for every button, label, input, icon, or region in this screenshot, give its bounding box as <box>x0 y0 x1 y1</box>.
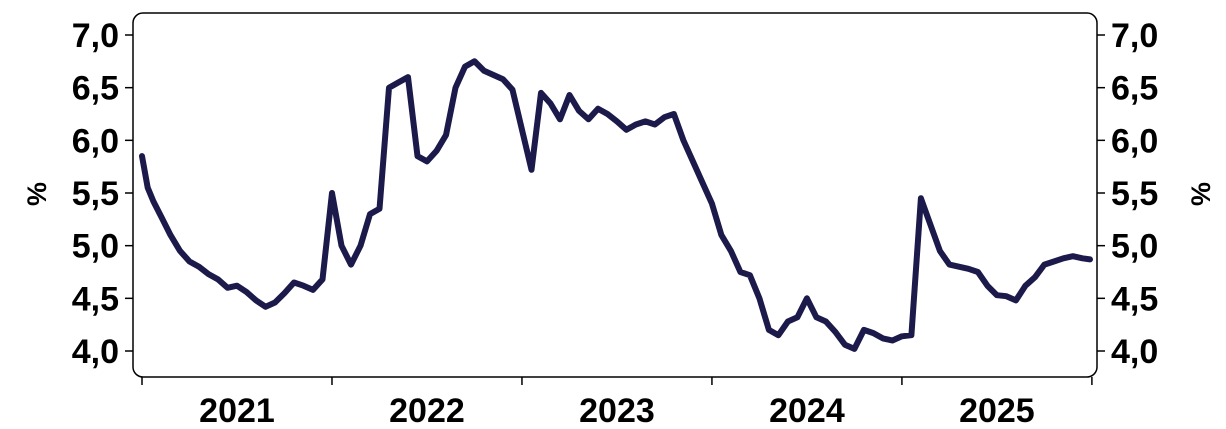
y-tick-label-left: 6,0 <box>72 122 119 160</box>
y-tick-label-right: 4,5 <box>1111 280 1158 318</box>
x-tick-label: 2021 <box>199 392 275 429</box>
x-axis: 2021 2022 2023 2024 2025 <box>141 377 1093 429</box>
y-tick-label-left: 6,5 <box>72 70 119 108</box>
plot-area-frame <box>132 12 1098 378</box>
y-axis-left: 4,0 4,5 5,0 5,5 6,0 6,5 7,0 <box>72 17 133 371</box>
y-tick-label-right: 6,5 <box>1111 70 1158 108</box>
y-axis-title-left: % <box>22 182 52 206</box>
series-line <box>139 58 1093 352</box>
y-tick-label-right: 4,0 <box>1111 333 1158 371</box>
y-tick-label-right: 5,5 <box>1111 175 1158 213</box>
x-tick-label: 2024 <box>769 392 845 429</box>
y-tick-label-left: 7,0 <box>72 17 119 55</box>
y-axis-right: 4,0 4,5 5,0 5,5 6,0 6,5 7,0 <box>1097 17 1158 371</box>
x-tick-label: 2025 <box>959 392 1035 429</box>
y-axis-title-right: % <box>1186 182 1216 206</box>
y-tick-label-left: 5,5 <box>72 175 119 213</box>
x-tick-label: 2022 <box>389 392 465 429</box>
y-tick-label-left: 4,5 <box>72 280 119 318</box>
y-tick-label-left: 5,0 <box>72 228 119 266</box>
y-tick-label-left: 4,0 <box>72 333 119 371</box>
y-tick-label-right: 5,0 <box>1111 228 1158 266</box>
x-tick-label: 2023 <box>579 392 655 429</box>
y-tick-label-right: 6,0 <box>1111 122 1158 160</box>
y-tick-label-right: 7,0 <box>1111 17 1158 55</box>
